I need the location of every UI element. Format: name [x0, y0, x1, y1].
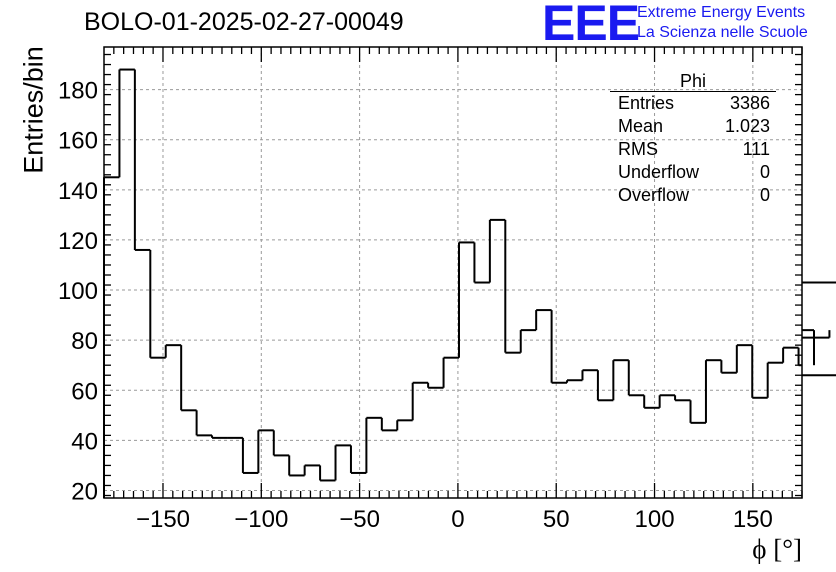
stats-title: Phi	[610, 72, 776, 92]
stats-row-underflow: Underflow 0	[610, 161, 776, 184]
x-tick-label: −50	[339, 506, 380, 533]
x-tick-label: −150	[136, 506, 190, 533]
plot-frame	[103, 46, 803, 499]
chart-title: BOLO-01-2025-02-27-00049	[84, 8, 404, 36]
x-tick-label: 50	[543, 506, 570, 533]
stats-label: Underflow	[618, 162, 700, 182]
x-tick-label: 150	[733, 506, 773, 533]
stats-label: Overflow	[618, 185, 690, 205]
y-tick-label: 80	[71, 328, 98, 355]
stats-label: Entries	[618, 93, 675, 113]
eee-logo: EEE	[542, 0, 640, 51]
x-axis-label: ϕ [°]	[752, 534, 802, 564]
stats-row-rms: RMS 111	[610, 138, 776, 161]
stats-row-overflow: Overflow 0	[610, 184, 776, 207]
stats-label: RMS	[618, 139, 658, 159]
x-tick-label: 0	[451, 506, 464, 533]
y-tick-label: 180	[58, 78, 98, 105]
y-tick-label: 20	[71, 478, 98, 505]
x-tick-label: −100	[234, 506, 288, 533]
y-tick-label: 140	[58, 178, 98, 205]
stats-row-entries: Entries 3386	[610, 92, 776, 115]
stats-value: 111	[742, 139, 770, 159]
y-tick-label: 60	[71, 378, 98, 405]
x-tick-label: 100	[635, 506, 675, 533]
stats-label: Mean	[618, 116, 664, 136]
stats-row-mean: Mean 1.023	[610, 115, 776, 138]
y-tick-label: 160	[58, 128, 98, 155]
stats-box: Phi Entries 3386 Mean 1.023 RMS 111 Unde…	[610, 72, 776, 207]
y-tick-label: 40	[71, 428, 98, 455]
stats-value: 3386	[729, 93, 770, 113]
stats-value: 1.023	[724, 116, 770, 136]
y-tick-label: 100	[58, 278, 98, 305]
eee-tagline-2: La Scienza nelle Scuole	[637, 24, 808, 41]
stats-value: 0	[759, 185, 770, 205]
eee-tagline-1: Extreme Energy Events	[637, 4, 806, 21]
y-axis-label: Entries/bin	[18, 46, 49, 174]
y-tick-label: 120	[58, 228, 98, 255]
stats-value: 0	[759, 162, 770, 182]
